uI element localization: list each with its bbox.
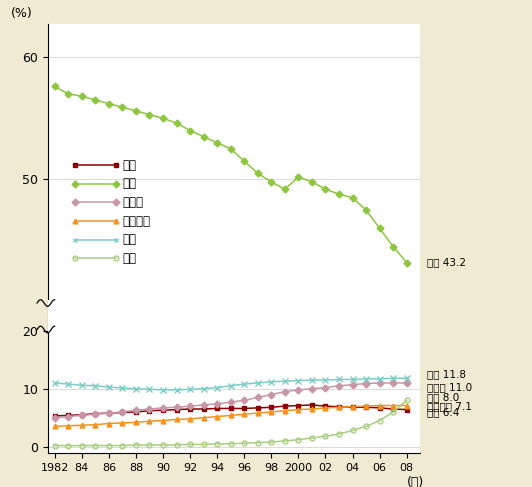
Text: ドイツ: ドイツ	[122, 196, 143, 209]
Text: 日本 6.4: 日本 6.4	[427, 407, 460, 417]
Text: (%): (%)	[11, 7, 32, 20]
Text: 米国 43.2: 米国 43.2	[427, 258, 466, 268]
Text: ドイツ 11.0: ドイツ 11.0	[427, 382, 472, 392]
Text: 米国: 米国	[122, 177, 136, 190]
Text: (年): (年)	[407, 476, 424, 487]
Text: 中国: 中国	[122, 252, 136, 265]
Text: 中国 8.0: 中国 8.0	[427, 393, 459, 402]
Text: フランス: フランス	[122, 215, 151, 227]
Text: 英国: 英国	[122, 233, 136, 246]
Text: フランス 7.1: フランス 7.1	[427, 401, 472, 411]
Bar	[48, 300, 423, 333]
Text: 日本: 日本	[122, 159, 136, 171]
Text: 英国 11.8: 英国 11.8	[427, 369, 466, 379]
